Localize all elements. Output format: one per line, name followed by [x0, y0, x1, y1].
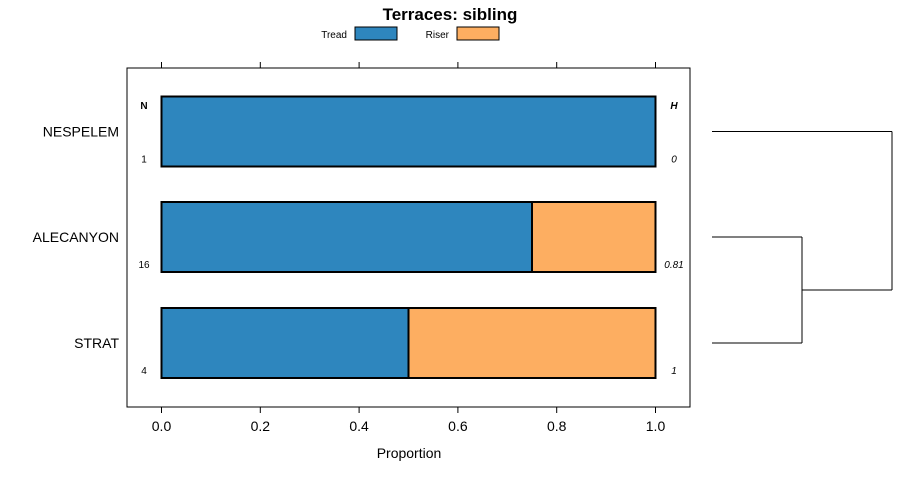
bars [160, 95, 657, 379]
legend: Tread Riser [321, 26, 500, 41]
category-labels: NESPELEM ALECANYON STRAT [33, 124, 120, 352]
n-column-header: N [140, 101, 147, 112]
category-label: STRAT [74, 335, 119, 351]
n-value: 1 [141, 155, 147, 166]
x-axis: 0.0 0.2 0.4 0.6 0.8 1.0 [152, 407, 666, 434]
x-tick-label: 0.4 [349, 418, 369, 434]
x-axis-title: Proportion [377, 445, 442, 461]
plot-frame [126, 67, 691, 408]
x-tick-label: 0.0 [152, 418, 172, 434]
legend-swatch-tread [354, 26, 398, 41]
h-value: 1 [671, 366, 677, 377]
category-label: NESPELEM [43, 124, 119, 140]
chart-title: Terraces: sibling [383, 5, 518, 24]
x-tick-label: 0.8 [547, 418, 567, 434]
top-axis-ticks [161, 62, 656, 68]
bar-strat-tread [160, 307, 410, 379]
bar-annotations: N H 1 0 16 0.81 4 1 [138, 101, 683, 377]
bar-nespelem-tread [160, 95, 657, 168]
legend-label-tread: Tread [321, 30, 347, 41]
bar-alecanyon-tread [160, 201, 533, 273]
x-tick-label: 0.2 [251, 418, 271, 434]
h-value: 0.81 [664, 260, 683, 271]
bar-strat-riser [407, 307, 657, 379]
n-value: 16 [138, 260, 150, 271]
x-tick-label: 1.0 [646, 418, 666, 434]
x-tick-label: 0.6 [448, 418, 468, 434]
dendrogram [712, 131, 893, 344]
legend-swatch-riser [456, 26, 500, 41]
n-value: 4 [141, 366, 147, 377]
h-column-header: H [670, 101, 678, 112]
bar-alecanyon-riser [531, 201, 657, 273]
legend-label-riser: Riser [426, 30, 450, 41]
h-value: 0 [671, 155, 677, 166]
category-label: ALECANYON [33, 229, 119, 245]
